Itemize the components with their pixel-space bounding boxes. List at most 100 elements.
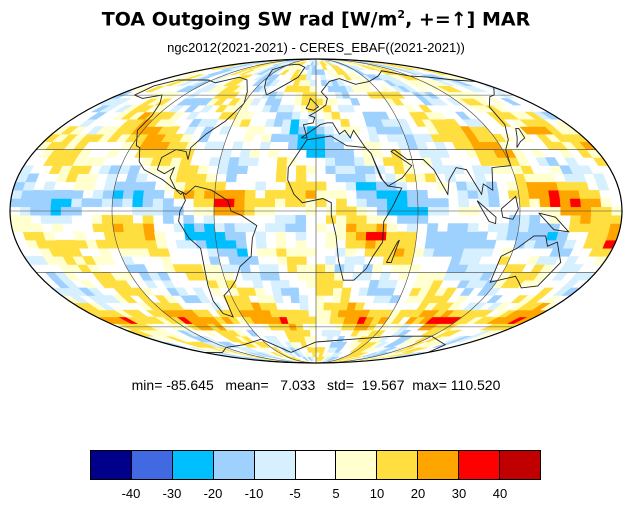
field-cell xyxy=(259,272,271,281)
field-cell xyxy=(345,173,357,183)
field-cell xyxy=(81,198,93,208)
field-cell xyxy=(404,173,417,183)
field-cell xyxy=(255,181,267,191)
field-cell xyxy=(252,279,264,289)
field-cell xyxy=(311,69,317,75)
field-cell xyxy=(384,173,397,183)
field-cell xyxy=(475,231,489,241)
field-cell xyxy=(205,173,218,183)
field-cell xyxy=(575,181,590,191)
field-cell xyxy=(346,223,357,233)
field-cell xyxy=(270,133,282,143)
field-cell xyxy=(315,295,325,304)
field-cell xyxy=(285,198,296,208)
field-cell xyxy=(276,256,288,265)
field-cell xyxy=(312,352,317,358)
field-cell xyxy=(275,173,287,183)
coastline-8 xyxy=(515,127,526,148)
field-cell xyxy=(234,231,247,241)
field-cell xyxy=(102,223,115,233)
field-cell xyxy=(365,181,377,191)
coastline-11 xyxy=(386,239,400,263)
std-value: 19.567 xyxy=(361,377,405,393)
field-cell xyxy=(458,198,470,208)
field-cell xyxy=(434,239,447,249)
field-cell xyxy=(315,287,326,296)
field-cell xyxy=(353,157,365,166)
field-cell xyxy=(315,264,326,273)
max-value: 110.520 xyxy=(450,377,501,393)
field-cell xyxy=(529,198,541,208)
field-cell xyxy=(102,189,115,199)
field-cell xyxy=(483,239,497,249)
field-cell xyxy=(60,214,73,224)
field-cell xyxy=(454,111,472,120)
field-cell xyxy=(325,165,337,174)
field-cell xyxy=(71,189,84,199)
field-cell xyxy=(194,231,207,241)
field-cell xyxy=(60,198,73,208)
field-cell xyxy=(264,223,276,233)
field-cell xyxy=(192,287,207,296)
field-cell xyxy=(519,214,531,224)
field-cell xyxy=(343,264,355,273)
field-cell xyxy=(20,223,34,233)
field-cell xyxy=(328,356,340,361)
field-cell xyxy=(270,279,282,289)
field-cell xyxy=(248,149,261,158)
field-cell xyxy=(563,256,580,265)
field-cell xyxy=(326,69,335,75)
field-cell xyxy=(297,141,308,150)
field-cell xyxy=(325,157,336,166)
field-cell xyxy=(152,198,164,208)
field-cell xyxy=(527,223,540,233)
mean-label: mean= xyxy=(225,377,269,393)
coastline-2 xyxy=(264,63,306,96)
field-cell xyxy=(165,126,181,135)
field-cell xyxy=(295,223,307,233)
field-cell xyxy=(112,223,125,233)
field-cell xyxy=(273,295,284,304)
field-cell xyxy=(366,189,378,199)
field-cell xyxy=(92,223,105,233)
field-cell xyxy=(214,189,226,199)
field-cell xyxy=(385,231,398,241)
field-cell xyxy=(295,239,307,249)
field-cell xyxy=(232,85,248,93)
field-cell xyxy=(123,231,137,241)
field-cell xyxy=(289,126,300,135)
field-cell xyxy=(386,189,398,199)
field-cell xyxy=(600,198,612,208)
field-cell xyxy=(275,231,287,241)
field-cell xyxy=(286,256,298,265)
field-cell xyxy=(588,189,601,199)
field-cell xyxy=(485,181,499,191)
field-cell xyxy=(155,239,169,249)
field-cell xyxy=(558,189,571,199)
field-cell xyxy=(234,223,246,233)
field-cell xyxy=(424,239,437,249)
field-cell xyxy=(365,239,377,249)
field-cell xyxy=(600,214,612,224)
field-cell xyxy=(271,287,283,296)
field-cell xyxy=(226,165,239,174)
field-cell xyxy=(430,157,443,166)
field-cell xyxy=(306,272,317,281)
field-cell xyxy=(286,248,297,257)
colorbar-label: 20 xyxy=(410,486,426,501)
field-cell xyxy=(73,231,87,241)
field-cell xyxy=(122,198,134,208)
std-label: std= xyxy=(327,377,354,393)
field-cell xyxy=(276,157,288,166)
field-cell xyxy=(259,141,271,150)
coastline-5 xyxy=(489,235,562,289)
field-cell xyxy=(324,141,335,150)
colorbar-swatch-10 xyxy=(500,451,540,479)
field-cell xyxy=(50,198,63,208)
field-cell xyxy=(275,189,286,199)
field-cell xyxy=(376,189,388,199)
field-cell xyxy=(259,352,276,358)
field-cell xyxy=(315,149,326,158)
field-cell xyxy=(133,181,147,191)
colorbar-swatch-0 xyxy=(91,451,132,479)
